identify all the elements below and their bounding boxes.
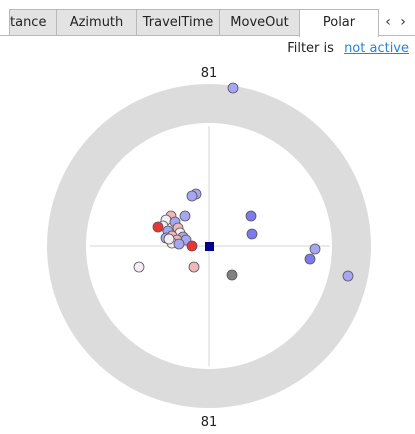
station-point [173, 238, 185, 250]
chevron-left-icon[interactable]: ‹ [385, 14, 391, 30]
top-label: 81 [201, 66, 218, 81]
station-point [186, 190, 198, 202]
station-point [188, 261, 200, 273]
station-point [226, 269, 238, 281]
station-points [133, 82, 354, 282]
station-point [133, 261, 145, 273]
station-point [309, 243, 321, 255]
filter-status: Filter is not active [287, 40, 409, 58]
station-point [152, 221, 164, 233]
center-marker [205, 242, 214, 251]
station-point [245, 210, 257, 222]
bottom-label: 81 [201, 415, 218, 430]
station-point [186, 240, 198, 252]
station-point [304, 253, 316, 265]
tab-bar: tance Azimuth TravelTime MoveOut Polar ‹… [0, 0, 415, 37]
tab-moveout[interactable]: MoveOut [219, 9, 299, 36]
station-point [227, 82, 239, 94]
polar-plot[interactable]: 81 81 [0, 60, 415, 434]
tab-azimuth[interactable]: Azimuth [56, 9, 136, 36]
station-point [342, 270, 354, 282]
tab-baseline [0, 35, 415, 36]
tab-polar[interactable]: Polar [299, 9, 379, 37]
station-point [163, 233, 175, 245]
chevron-right-icon[interactable]: › [400, 14, 406, 30]
filter-label: Filter is [287, 41, 334, 56]
station-point [179, 210, 191, 222]
filter-link[interactable]: not active [344, 41, 409, 56]
station-point [246, 228, 258, 240]
tab-traveltime[interactable]: TravelTime [136, 9, 219, 36]
tab-distance[interactable]: tance [9, 9, 56, 36]
